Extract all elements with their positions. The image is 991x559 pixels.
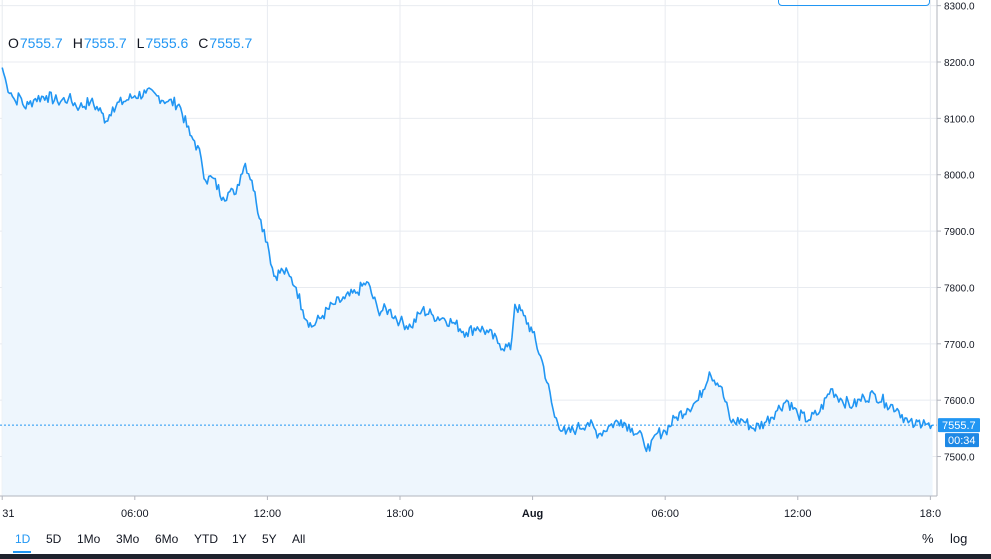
range-5d-button[interactable]: 5D [46,532,62,546]
time-axis[interactable]: 31 06:00 12:00 18:00 Aug 06:00 12:00 18:0 [1,496,941,520]
y-tick-label: 8200.0 [944,58,975,69]
last-price-badge [938,418,980,433]
countdown-label: 00:34 [948,435,976,447]
x-tick-label: 12:00 [784,508,812,520]
range-5y-button[interactable]: 5Y [262,532,277,546]
percent-scale-toggle[interactable]: % [922,531,934,546]
ohlc-legend: O7555.7 H7555.7 L7555.6 C7555.7 [8,35,252,51]
open-value-group: O7555.7 [8,35,63,51]
close-value-group: C7555.7 [198,35,253,51]
y-tick-label: 8000.0 [944,171,975,182]
price-badges: 7555.7 00:34 [938,418,980,448]
window-bottom-edge [0,554,991,559]
open-value: 7555.7 [19,35,63,51]
price-chart[interactable]: 7500.0 7600.0 7700.0 7800.0 7900.0 8000.0 8100… [0,0,991,526]
range-1d-button[interactable]: 1D [15,532,31,546]
range-1y-button[interactable]: 1Y [232,532,247,546]
active-range-indicator [13,551,31,553]
price-area-fill [2,67,933,496]
y-tick-label: 7900.0 [944,227,975,238]
price-axis[interactable]: 7500.0 7600.0 7700.0 7800.0 7900.0 8000.0 8100… [937,2,975,464]
x-tick-label: 18:00 [386,508,414,520]
range-toolbar: 1D 5D 1Mo 3Mo 6Mo YTD 1Y 5Y All % log [0,526,991,553]
range-3mo-button[interactable]: 3Mo [116,532,140,546]
range-1mo-button[interactable]: 1Mo [77,532,101,546]
close-value: 7555.7 [209,35,253,51]
y-tick-label: 7800.0 [944,283,975,294]
last-price-label: 7555.7 [942,420,976,432]
y-tick-label: 7600.0 [944,396,975,407]
y-tick-label: 8100.0 [944,114,975,125]
y-tick-label: 7700.0 [944,340,975,351]
low-value: 7555.6 [145,35,189,51]
x-tick-label: Aug [522,508,543,520]
x-tick-label: 06:00 [651,508,679,520]
low-value-group: L7555.6 [136,35,189,51]
x-tick-label: 12:00 [254,508,282,520]
x-tick-label: 31 [2,508,14,520]
high-value: 7555.7 [83,35,127,51]
price-line-series [1,67,933,453]
countdown-badge [945,433,979,448]
range-all-button[interactable]: All [292,532,306,546]
range-6mo-button[interactable]: 6Mo [155,532,179,546]
symbol-search-box[interactable] [778,0,930,6]
range-ytd-button[interactable]: YTD [194,532,218,546]
high-value-group: H7555.7 [72,35,127,51]
x-tick-label: 18:0 [920,508,941,520]
log-scale-toggle[interactable]: log [950,531,968,546]
x-tick-label: 06:00 [121,508,149,520]
y-tick-label: 7500.0 [944,453,975,464]
y-tick-label: 8300.0 [944,2,975,13]
